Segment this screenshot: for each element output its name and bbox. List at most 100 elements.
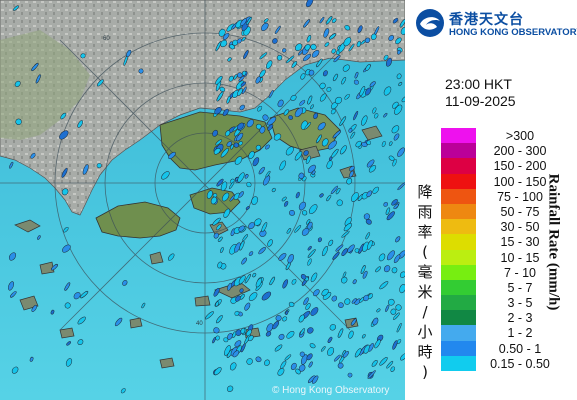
copyright-text: © Hong Kong Observatory xyxy=(272,385,389,396)
rain-echo xyxy=(392,340,398,350)
rain-echo xyxy=(306,219,311,225)
rain-echo xyxy=(258,246,266,255)
rain-echo xyxy=(255,76,261,84)
rain-echo xyxy=(311,50,320,58)
rain-echo xyxy=(348,43,355,52)
rain-echo xyxy=(248,222,255,229)
legend-title-zh-char: / xyxy=(422,303,428,321)
rain-echo xyxy=(258,166,265,175)
rain-echo xyxy=(213,367,222,376)
hko-emblem-icon xyxy=(416,9,444,37)
legend-title-en: Rainfall Rate (mm/h) xyxy=(545,173,562,311)
rain-echo xyxy=(252,272,257,278)
rain-echo xyxy=(319,82,326,90)
legend-swatch xyxy=(441,249,476,265)
rain-echo xyxy=(376,308,381,313)
rain-echo xyxy=(326,194,332,202)
rain-echo xyxy=(341,248,348,257)
rain-echo xyxy=(286,331,295,339)
rain-echo xyxy=(77,120,83,128)
rain-echo xyxy=(239,240,245,251)
rain-echo xyxy=(266,60,273,69)
rain-echo xyxy=(167,253,175,261)
radar-map: 60 40 © Hong Kong Observatory xyxy=(0,0,405,400)
rain-echo xyxy=(339,116,347,126)
rain-echo xyxy=(393,203,399,210)
rain-echo xyxy=(321,138,329,147)
rain-echo xyxy=(245,206,250,210)
rain-echo xyxy=(386,250,395,261)
rain-echo xyxy=(265,331,272,337)
rain-echo xyxy=(224,345,231,356)
rain-echo xyxy=(226,95,231,104)
rain-echo xyxy=(220,181,228,192)
rain-echo xyxy=(239,288,244,293)
rain-echo xyxy=(365,232,371,240)
org-name-zh: 香港天文台 xyxy=(449,12,524,28)
rain-echo xyxy=(331,48,336,54)
rain-echo xyxy=(372,107,377,114)
rain-echo xyxy=(161,171,170,180)
rain-echo xyxy=(399,271,405,278)
rain-echo xyxy=(267,124,274,131)
rain-echo xyxy=(365,64,371,71)
rain-echo xyxy=(168,151,176,159)
rain-echo xyxy=(375,266,381,273)
rain-echo xyxy=(212,217,221,226)
rain-echo xyxy=(31,62,39,72)
legend-title-zh-char: 雨 xyxy=(417,203,433,221)
rain-echo xyxy=(393,133,400,141)
rain-echo xyxy=(319,193,324,198)
radar-date: 11-09-2025 xyxy=(445,93,516,109)
legend-swatch xyxy=(441,203,476,220)
rain-echo xyxy=(61,167,68,178)
rain-echo xyxy=(267,239,273,247)
rain-echo xyxy=(246,358,253,365)
rain-echo xyxy=(383,202,388,207)
rain-echo xyxy=(320,346,326,352)
rain-echo xyxy=(248,151,255,159)
rain-echo xyxy=(220,247,224,253)
rain-echo xyxy=(301,228,310,236)
rain-echo xyxy=(401,96,405,103)
legend-swatch xyxy=(441,128,476,144)
rain-echo xyxy=(391,125,400,134)
rain-echo xyxy=(64,282,71,291)
rain-echo xyxy=(245,329,252,337)
rain-echo xyxy=(326,160,333,169)
range-ring-labels: 60 40 xyxy=(103,36,203,327)
rain-echo xyxy=(349,165,355,172)
rain-echo xyxy=(246,182,252,188)
rain-echo xyxy=(238,141,243,146)
rain-echo xyxy=(240,81,247,87)
rain-echo xyxy=(259,229,267,237)
rain-echo xyxy=(215,301,220,307)
rain-echo xyxy=(80,53,86,59)
rain-echo xyxy=(374,339,381,349)
rain-echo xyxy=(11,366,19,374)
rain-echo xyxy=(261,222,268,233)
rain-echo xyxy=(229,44,236,50)
rain-echo xyxy=(327,140,337,150)
rain-echo xyxy=(364,37,371,44)
rain-echo xyxy=(278,333,285,340)
rain-echo xyxy=(269,276,276,286)
rain-echo xyxy=(248,292,258,301)
legend-title-zh-char: 米 xyxy=(417,283,433,301)
rain-echo xyxy=(374,113,379,119)
rain-echo xyxy=(372,186,380,194)
rain-echo xyxy=(282,316,288,322)
rain-echo xyxy=(310,43,317,51)
rain-echo xyxy=(271,187,276,193)
rain-echo xyxy=(348,330,354,339)
rain-echo xyxy=(285,55,295,64)
rain-echo xyxy=(277,99,284,108)
rain-echo xyxy=(397,182,405,191)
rain-echo xyxy=(284,354,292,361)
rain-echo xyxy=(62,244,71,253)
rain-echo xyxy=(263,175,271,186)
rain-echo xyxy=(205,311,214,320)
rain-echo xyxy=(282,279,289,289)
rain-echo xyxy=(333,55,341,63)
